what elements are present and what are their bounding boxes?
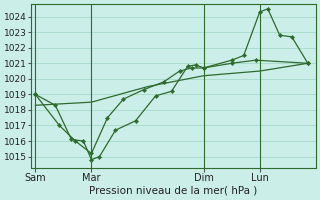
X-axis label: Pression niveau de la mer( hPa ): Pression niveau de la mer( hPa ) [90, 186, 258, 196]
